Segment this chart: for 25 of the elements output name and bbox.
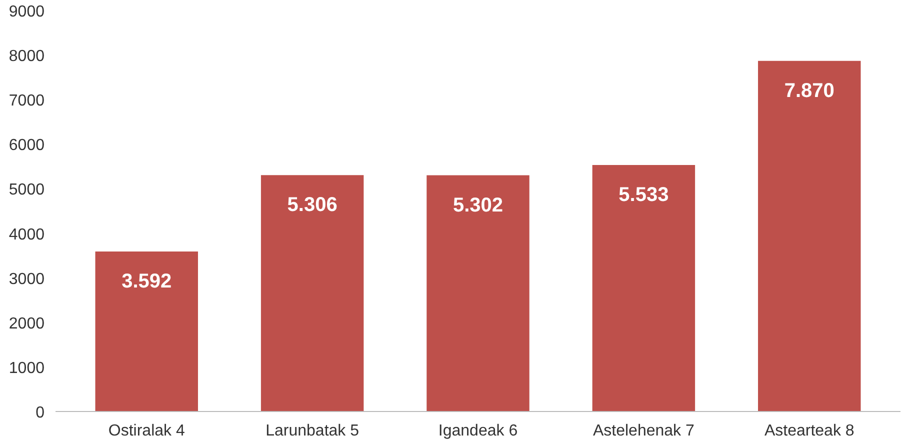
y-tick-label: 4000 xyxy=(8,226,45,244)
bar xyxy=(758,60,861,412)
y-tick-label: 7000 xyxy=(8,92,45,110)
bar xyxy=(592,164,696,412)
y-tick-label: 3000 xyxy=(8,270,45,288)
x-tick-label: Astearteak 8 xyxy=(764,422,854,440)
y-tick-label: 1000 xyxy=(8,360,45,377)
data-label: 3.592 xyxy=(122,270,172,292)
data-label: 5.302 xyxy=(452,194,504,216)
y-tick-label: 8000 xyxy=(8,48,45,66)
data-label: 5.306 xyxy=(287,194,338,216)
data-label: 5.533 xyxy=(618,184,669,206)
x-tick-label: Igandeak 6 xyxy=(438,422,518,440)
bar xyxy=(260,175,364,412)
y-tick-label: 6000 xyxy=(8,137,45,154)
y-tick-label: 9000 xyxy=(8,4,45,20)
x-tick-label: Astelehenak 7 xyxy=(592,422,694,440)
bar xyxy=(95,251,198,412)
y-tick-label: 0 xyxy=(36,404,45,422)
y-tick-label: 5000 xyxy=(8,182,45,199)
x-tick-label: Ostiralak 4 xyxy=(108,422,185,440)
y-tick-label: 2000 xyxy=(8,315,45,332)
data-label: 7.870 xyxy=(784,80,834,102)
x-tick-label: Larunbatak 5 xyxy=(266,422,360,440)
bar xyxy=(426,175,530,412)
